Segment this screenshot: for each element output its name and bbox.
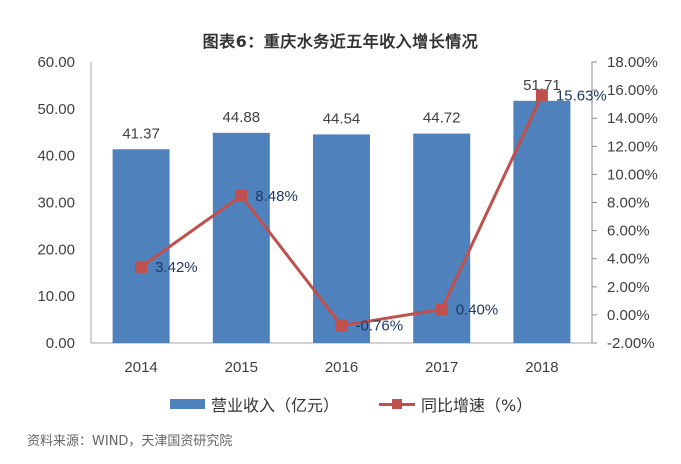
line-value-label: -0.76% bbox=[356, 318, 404, 335]
legend-label-growth: 同比增速（%） bbox=[421, 396, 533, 415]
right-tick-label: 0.00% bbox=[607, 307, 650, 324]
bar-value-label: 44.54 bbox=[323, 110, 361, 127]
line-value-label: 3.42% bbox=[155, 259, 198, 276]
bar-value-label: 44.88 bbox=[223, 109, 261, 126]
legend: 营业收入（亿元） 同比增速（%） bbox=[170, 392, 572, 416]
right-tick-label: 14.00% bbox=[607, 110, 658, 127]
right-tick-label: -2.00% bbox=[607, 335, 655, 352]
left-tick-label: 10.00 bbox=[37, 288, 75, 305]
right-tick-label: 12.00% bbox=[607, 138, 658, 155]
legend-item-growth: 同比增速（%） bbox=[379, 392, 532, 416]
x-tick-label: 2017 bbox=[425, 359, 458, 376]
legend-line-marker-icon bbox=[379, 399, 416, 409]
line-marker-2018 bbox=[535, 89, 548, 102]
line-value-label: 8.48% bbox=[255, 188, 298, 205]
right-tick-label: 4.00% bbox=[607, 251, 650, 268]
line-marker-2014 bbox=[135, 260, 148, 273]
x-axis-labels: 2014 2015 2016 2017 2018 bbox=[124, 359, 558, 376]
right-tick-label: 2.00% bbox=[607, 279, 650, 296]
right-tick-label: 8.00% bbox=[607, 195, 650, 212]
left-tick-label: 30.00 bbox=[37, 195, 75, 212]
legend-label-revenue: 营业收入（亿元） bbox=[211, 396, 340, 415]
x-tick-label: 2018 bbox=[525, 359, 558, 376]
left-tick-label: 60.00 bbox=[37, 54, 75, 71]
legend-bar-swatch-icon bbox=[170, 399, 205, 409]
bar-value-label: 51.71 bbox=[523, 77, 561, 94]
x-tick-label: 2014 bbox=[124, 359, 157, 376]
left-y-axis: 0.00 10.00 20.00 30.00 40.00 50.00 60.00 bbox=[37, 54, 592, 352]
line-marker-2016 bbox=[335, 319, 348, 332]
x-tick-label: 2015 bbox=[225, 359, 258, 376]
chart-title: 图表6：重庆水务近五年收入增长情况 bbox=[202, 32, 479, 51]
bar-2014 bbox=[112, 149, 170, 343]
right-tick-label: 16.00% bbox=[607, 82, 658, 99]
right-tick-label: 6.00% bbox=[607, 223, 650, 240]
left-tick-label: 20.00 bbox=[37, 241, 75, 258]
bar-value-label: 44.72 bbox=[423, 110, 461, 127]
line-marker-2017 bbox=[435, 303, 448, 316]
right-tick-label: 18.00% bbox=[607, 54, 658, 71]
right-y-axis: -2.00% 0.00% 2.00% 4.00% 6.00% 8.00% 10.00% 12.… bbox=[591, 54, 658, 352]
bar-2016 bbox=[313, 134, 370, 343]
line-value-label: 15.63% bbox=[556, 87, 607, 104]
left-tick-label: 0.00 bbox=[46, 335, 75, 352]
bar-2015 bbox=[212, 132, 270, 343]
line-marker-2015 bbox=[235, 189, 248, 202]
bar-value-label: 41.37 bbox=[122, 125, 160, 142]
x-tick-label: 2016 bbox=[325, 359, 358, 376]
bar-series: 41.37 44.88 44.54 44.72 51.71 bbox=[112, 77, 571, 344]
left-tick-label: 40.00 bbox=[37, 148, 75, 165]
bar-2018 bbox=[513, 100, 571, 344]
line-value-label: 0.40% bbox=[456, 301, 499, 318]
left-tick-label: 50.00 bbox=[37, 101, 75, 118]
source-note: 资料来源：WIND，天津国资研究院 bbox=[27, 434, 233, 449]
line-series: 3.42% 8.48% -0.76% 0.40% 15.63% bbox=[135, 87, 607, 335]
right-tick-label: 10.00% bbox=[607, 166, 658, 183]
legend-item-revenue: 营业收入（亿元） bbox=[170, 392, 339, 416]
